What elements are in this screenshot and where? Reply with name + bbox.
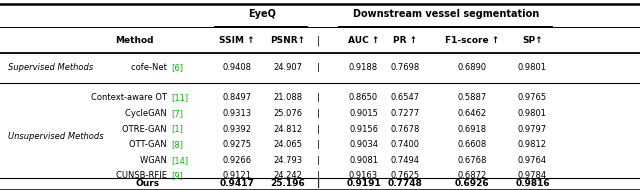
Text: CUNSB-RFIE: CUNSB-RFIE: [116, 171, 170, 180]
Text: Ours: Ours: [135, 179, 159, 188]
Text: [11]: [11]: [171, 93, 188, 102]
Text: |: |: [317, 63, 320, 72]
Text: [14]: [14]: [171, 156, 188, 165]
Text: |: |: [317, 124, 320, 134]
Text: 0.6926: 0.6926: [455, 179, 490, 188]
Text: 0.6547: 0.6547: [390, 93, 420, 102]
Text: 0.9392: 0.9392: [222, 124, 252, 134]
Text: 0.5887: 0.5887: [458, 93, 487, 102]
Text: 21.088: 21.088: [273, 93, 303, 102]
Text: [8]: [8]: [171, 140, 183, 149]
Text: Method: Method: [115, 36, 154, 45]
Text: 0.9191: 0.9191: [346, 179, 381, 188]
Text: |: |: [317, 109, 320, 118]
Text: 0.6890: 0.6890: [458, 63, 487, 72]
Text: 24.242: 24.242: [273, 171, 303, 180]
Text: 0.7277: 0.7277: [390, 109, 420, 118]
Text: Context-aware OT: Context-aware OT: [91, 93, 170, 102]
Text: 0.9034: 0.9034: [349, 140, 378, 149]
Text: 24.065: 24.065: [273, 140, 303, 149]
Text: 0.9801: 0.9801: [518, 63, 547, 72]
Text: 0.7678: 0.7678: [390, 124, 420, 134]
Text: 0.9801: 0.9801: [518, 109, 547, 118]
Text: cofe-Net: cofe-Net: [131, 63, 170, 72]
Text: 25.076: 25.076: [273, 109, 303, 118]
Text: |: |: [317, 171, 320, 180]
Text: |: |: [317, 179, 321, 188]
Text: [6]: [6]: [171, 63, 183, 72]
Text: 0.7748: 0.7748: [388, 179, 422, 188]
Text: 0.9784: 0.9784: [518, 171, 547, 180]
Text: 0.7494: 0.7494: [390, 156, 420, 165]
Text: |: |: [317, 140, 320, 149]
Text: 0.9163: 0.9163: [349, 171, 378, 180]
Text: 25.196: 25.196: [271, 179, 305, 188]
Text: OTRE-GAN: OTRE-GAN: [122, 124, 170, 134]
Text: [1]: [1]: [171, 124, 183, 134]
Text: PR ↑: PR ↑: [393, 36, 417, 45]
Text: 0.9765: 0.9765: [518, 93, 547, 102]
Text: SSIM ↑: SSIM ↑: [219, 36, 255, 45]
Text: [7]: [7]: [171, 109, 183, 118]
Text: |: |: [317, 93, 320, 102]
Text: 0.6918: 0.6918: [458, 124, 487, 134]
Text: F1-score ↑: F1-score ↑: [445, 36, 499, 45]
Text: EyeQ: EyeQ: [248, 9, 276, 19]
Text: 0.6768: 0.6768: [458, 156, 487, 165]
Text: 0.8497: 0.8497: [222, 93, 252, 102]
Text: 0.8650: 0.8650: [349, 93, 378, 102]
Text: 24.907: 24.907: [273, 63, 303, 72]
Text: 0.9121: 0.9121: [222, 171, 252, 180]
Text: |: |: [317, 156, 320, 165]
Text: 0.9764: 0.9764: [518, 156, 547, 165]
Text: 0.9266: 0.9266: [222, 156, 252, 165]
Text: 0.9313: 0.9313: [222, 109, 252, 118]
Text: 0.9015: 0.9015: [349, 109, 378, 118]
Text: 0.9816: 0.9816: [515, 179, 550, 188]
Text: 0.9275: 0.9275: [222, 140, 252, 149]
Text: 0.9188: 0.9188: [349, 63, 378, 72]
Text: Supervised Methods: Supervised Methods: [8, 63, 93, 72]
Text: AUC ↑: AUC ↑: [348, 36, 380, 45]
Text: [9]: [9]: [171, 171, 183, 180]
Text: OTT-GAN: OTT-GAN: [129, 140, 170, 149]
Text: 0.9797: 0.9797: [518, 124, 547, 134]
Text: 0.6872: 0.6872: [458, 171, 487, 180]
Text: PSNR↑: PSNR↑: [271, 36, 305, 45]
Text: 0.9417: 0.9417: [220, 179, 254, 188]
Text: 0.9081: 0.9081: [349, 156, 378, 165]
Text: 0.9812: 0.9812: [518, 140, 547, 149]
Text: |: |: [317, 36, 321, 46]
Text: 0.6462: 0.6462: [458, 109, 487, 118]
Text: 0.6608: 0.6608: [458, 140, 487, 149]
Text: SP↑: SP↑: [522, 36, 543, 45]
Text: 24.812: 24.812: [273, 124, 303, 134]
Text: 0.9408: 0.9408: [222, 63, 252, 72]
Text: 0.7698: 0.7698: [390, 63, 420, 72]
Text: Unsupervised Methods: Unsupervised Methods: [8, 132, 103, 141]
Text: 24.793: 24.793: [273, 156, 303, 165]
Text: WGAN: WGAN: [140, 156, 170, 165]
Text: 0.7400: 0.7400: [390, 140, 420, 149]
Text: 0.7625: 0.7625: [390, 171, 420, 180]
Text: 0.9156: 0.9156: [349, 124, 378, 134]
Text: Downstream vessel segmentation: Downstream vessel segmentation: [353, 9, 540, 19]
Text: CycleGAN: CycleGAN: [125, 109, 170, 118]
